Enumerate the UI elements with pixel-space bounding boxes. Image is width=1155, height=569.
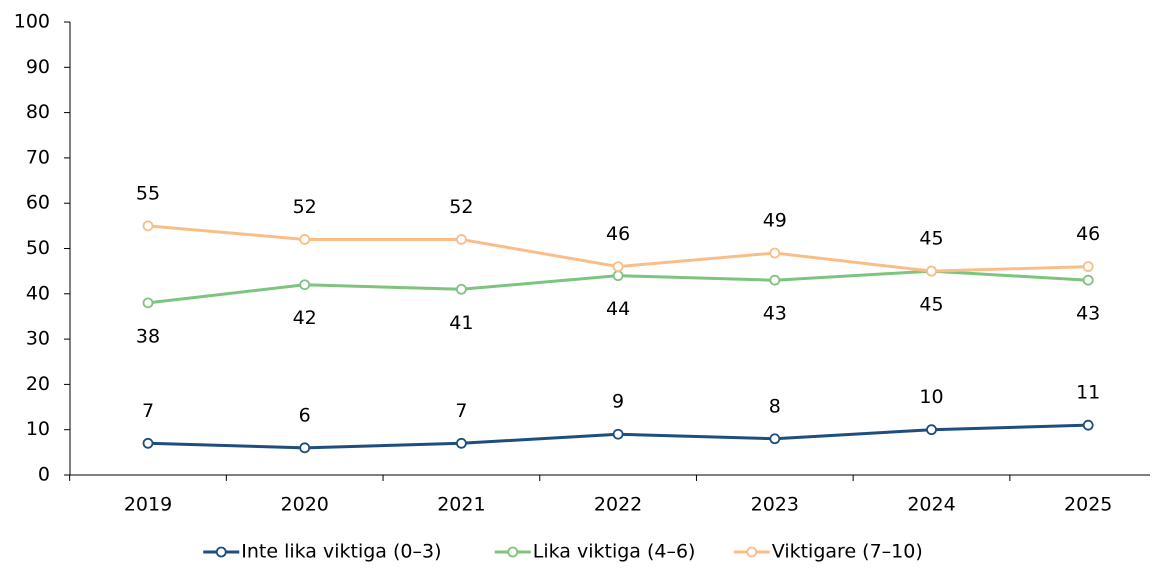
point xyxy=(1082,274,1094,286)
y-tick-label: 90 xyxy=(26,56,50,78)
x-tick-label: 2020 xyxy=(281,494,329,516)
y-tick-label: 30 xyxy=(26,328,50,350)
point xyxy=(1082,261,1094,273)
point xyxy=(769,247,781,259)
data-label: 43 xyxy=(1076,303,1100,325)
x-tick-label: 2025 xyxy=(1064,494,1112,516)
y-tick-label: 40 xyxy=(26,282,50,304)
x-tick-label: 2024 xyxy=(907,494,955,516)
data-label: 11 xyxy=(1076,382,1100,404)
x-tick-label: 2023 xyxy=(751,494,799,516)
legend-marker xyxy=(215,546,227,558)
x-tick-label: 2019 xyxy=(124,494,172,516)
point xyxy=(142,220,154,232)
point xyxy=(926,424,937,436)
data-label: 38 xyxy=(136,325,160,347)
data-label: 46 xyxy=(1076,223,1100,245)
y-tick-label: 50 xyxy=(26,237,50,259)
point xyxy=(455,437,467,449)
data-label: 8 xyxy=(769,395,781,417)
point xyxy=(299,442,311,454)
y-tick-label: 70 xyxy=(26,146,50,168)
data-label: 41 xyxy=(449,312,473,334)
y-tick-label: 20 xyxy=(26,373,50,395)
x-tick-label: 2022 xyxy=(594,494,642,516)
data-label: 52 xyxy=(293,196,317,218)
point xyxy=(299,279,311,291)
data-label: 43 xyxy=(763,303,787,325)
point xyxy=(926,265,937,277)
legend-marker xyxy=(746,546,758,558)
point xyxy=(612,261,624,273)
point xyxy=(142,297,154,309)
data-label: 6 xyxy=(299,404,311,426)
point xyxy=(612,270,624,282)
data-label: 7 xyxy=(455,400,467,422)
point xyxy=(455,234,467,245)
data-label: 9 xyxy=(612,391,624,413)
x-tick-label: 2021 xyxy=(437,494,485,516)
y-tick-label: 60 xyxy=(26,192,50,214)
point xyxy=(142,437,154,449)
data-label: 49 xyxy=(763,210,787,232)
point xyxy=(299,234,311,245)
data-label: 42 xyxy=(293,307,317,329)
point xyxy=(1082,419,1094,431)
data-label: 55 xyxy=(136,182,160,204)
legend-label: Inte lika viktiga (0–3) xyxy=(241,541,441,563)
point xyxy=(769,274,781,286)
y-tick-label: 100 xyxy=(14,11,50,33)
legend-marker xyxy=(507,546,519,558)
data-label: 7 xyxy=(142,400,154,422)
data-label: 10 xyxy=(919,386,943,408)
point xyxy=(455,283,467,295)
data-label: 52 xyxy=(449,196,473,218)
data-label: 45 xyxy=(919,294,943,316)
legend-label: Lika viktiga (4–6) xyxy=(533,541,696,563)
legend-label: Viktigare (7–10) xyxy=(772,541,923,563)
y-tick-label: 0 xyxy=(38,464,50,486)
data-label: 45 xyxy=(919,228,943,250)
y-tick-label: 10 xyxy=(26,418,50,440)
point xyxy=(612,428,624,440)
data-label: 46 xyxy=(606,223,630,245)
y-tick-label: 80 xyxy=(26,101,50,123)
data-label: 44 xyxy=(606,298,630,320)
point xyxy=(769,433,781,445)
